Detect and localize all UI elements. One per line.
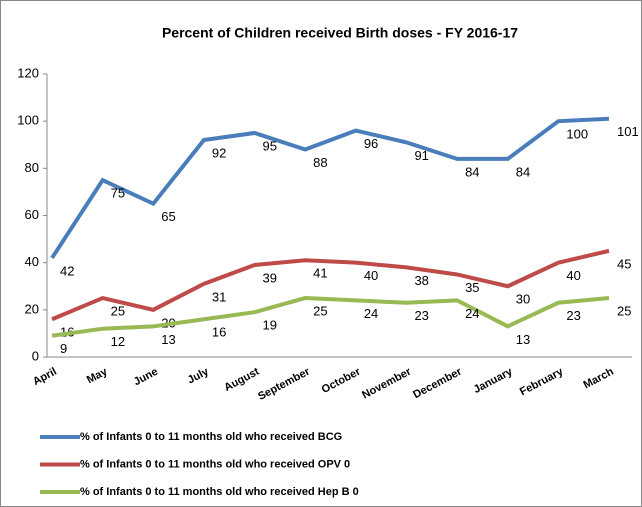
data-label: 23 bbox=[566, 308, 580, 323]
data-label: 101 bbox=[617, 124, 639, 139]
legend-label: % of Infants 0 to 11 months old who rece… bbox=[80, 458, 350, 470]
data-label: 30 bbox=[516, 292, 530, 307]
y-tick-label: 20 bbox=[25, 301, 39, 316]
data-label: 75 bbox=[111, 186, 125, 201]
data-label: 41 bbox=[313, 266, 327, 281]
data-label: 13 bbox=[516, 332, 530, 347]
data-label: 96 bbox=[364, 136, 378, 151]
data-label: 25 bbox=[617, 303, 631, 318]
legend-label: % of Infants 0 to 11 months old who rece… bbox=[80, 486, 359, 498]
data-label: 24 bbox=[465, 306, 479, 321]
y-tick-label: 60 bbox=[25, 207, 39, 222]
data-label: 19 bbox=[263, 318, 277, 333]
data-label: 95 bbox=[263, 138, 277, 153]
data-label: 9 bbox=[60, 341, 67, 356]
data-label: 88 bbox=[313, 155, 327, 170]
data-label: 40 bbox=[566, 268, 580, 283]
data-label: 25 bbox=[313, 303, 327, 318]
data-label: 39 bbox=[263, 270, 277, 285]
data-label: 84 bbox=[465, 164, 479, 179]
data-label: 65 bbox=[161, 209, 175, 224]
data-label: 45 bbox=[617, 256, 631, 271]
y-tick-label: 120 bbox=[17, 65, 39, 80]
series-line bbox=[51, 248, 610, 322]
data-label: 38 bbox=[414, 273, 428, 288]
data-label: 13 bbox=[161, 332, 175, 347]
y-tick-label: 100 bbox=[17, 113, 39, 128]
data-label: 16 bbox=[212, 325, 226, 340]
y-tick-label: 80 bbox=[25, 160, 39, 175]
data-label: 40 bbox=[364, 268, 378, 283]
data-label: 25 bbox=[111, 303, 125, 318]
data-label: 84 bbox=[516, 164, 530, 179]
chart-title: Percent of Children received Birth doses… bbox=[162, 25, 518, 41]
series-line bbox=[50, 116, 610, 260]
data-label: 24 bbox=[364, 306, 378, 321]
data-label: 42 bbox=[60, 263, 74, 278]
data-label: 35 bbox=[465, 280, 479, 295]
data-label: 92 bbox=[212, 145, 226, 160]
y-tick-label: 0 bbox=[32, 348, 39, 363]
data-label: 91 bbox=[414, 148, 428, 163]
data-label: 12 bbox=[111, 334, 125, 349]
data-label: 23 bbox=[414, 308, 428, 323]
y-tick-label: 40 bbox=[25, 254, 39, 269]
data-label: 31 bbox=[212, 289, 226, 304]
series-line bbox=[51, 296, 610, 338]
data-label: 100 bbox=[566, 127, 588, 142]
legend-label: % of Infants 0 to 11 months old who rece… bbox=[80, 431, 342, 443]
